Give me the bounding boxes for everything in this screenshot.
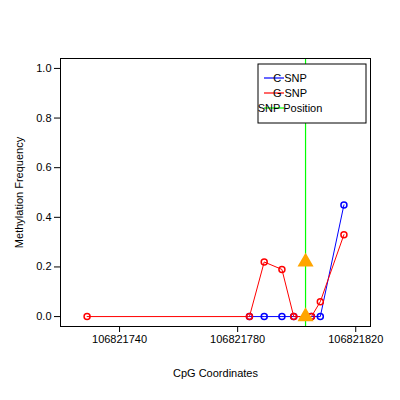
svg-text:0.8: 0.8 — [36, 112, 51, 124]
svg-text:Methylation Frequency: Methylation Frequency — [13, 136, 25, 248]
svg-text:1.0: 1.0 — [36, 62, 51, 74]
svg-text:SNP Position: SNP Position — [258, 102, 323, 114]
svg-text:G SNP: G SNP — [273, 87, 307, 99]
svg-text:0.0: 0.0 — [36, 310, 51, 322]
svg-text:0.2: 0.2 — [36, 260, 51, 272]
svg-text:0.4: 0.4 — [36, 211, 51, 223]
svg-text:106821740: 106821740 — [92, 333, 147, 345]
svg-text:106821780: 106821780 — [210, 333, 265, 345]
svg-text:C SNP: C SNP — [273, 72, 307, 84]
svg-text:106821820: 106821820 — [328, 333, 383, 345]
svg-text:CpG Coordinates: CpG Coordinates — [173, 367, 258, 379]
svg-text:0.6: 0.6 — [36, 161, 51, 173]
